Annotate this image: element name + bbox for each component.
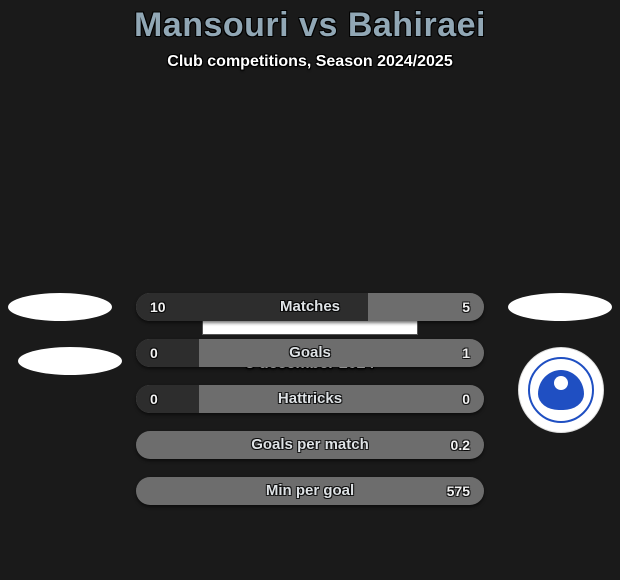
club-logo-ring	[528, 357, 594, 423]
stat-row: 01Goals	[136, 339, 484, 367]
page-title: Mansouri vs Bahiraei	[0, 6, 620, 45]
stat-label: Hattricks	[136, 385, 484, 413]
player1-badge-1	[8, 293, 112, 321]
player1-badge-2	[18, 347, 122, 375]
stat-label: Goals per match	[136, 431, 484, 459]
comparison-stage: 105Matches01Goals00Hattricks0.2Goals per…	[0, 293, 620, 373]
stat-row: 575Min per goal	[136, 477, 484, 505]
club-logo-shape	[538, 370, 584, 410]
player2-badge-1	[508, 293, 612, 321]
stat-bars: 105Matches 01Goals 00Hattricks 0.2Goals per…	[136, 293, 484, 523]
stat-label: Min per goal	[136, 477, 484, 505]
stat-label: Matches	[136, 293, 484, 321]
stat-row: 105Matches	[136, 293, 484, 321]
stat-row: 00Hattricks	[136, 385, 484, 413]
season-subtitle: Club competitions, Season 2024/2025	[0, 53, 620, 71]
stat-label: Goals	[136, 339, 484, 367]
comparison-card: Mansouri vs Bahiraei Club competitions, …	[0, 0, 620, 580]
club-logo-dot	[554, 376, 568, 390]
stat-row: 0.2Goals per match	[136, 431, 484, 459]
player2-club-logo	[518, 347, 604, 433]
